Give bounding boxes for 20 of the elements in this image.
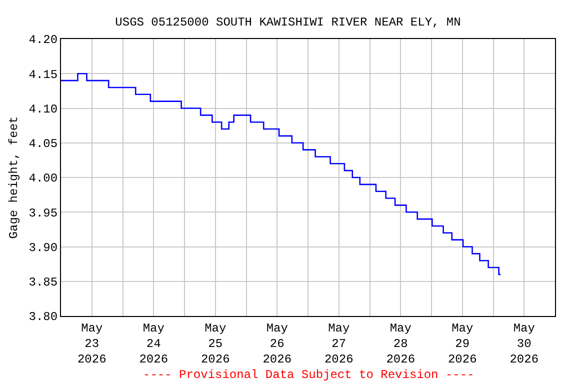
y-tick-label: 3.80 bbox=[28, 310, 58, 324]
y-tick-label: 4.10 bbox=[28, 102, 58, 116]
x-tick-label: May 30 2026 bbox=[510, 321, 539, 367]
y-axis-title: Gage height, feet bbox=[7, 116, 22, 239]
x-tick-label: May 24 2026 bbox=[139, 321, 168, 367]
y-tick-label: 4.15 bbox=[28, 68, 58, 82]
x-tick-label: May 28 2026 bbox=[386, 321, 416, 367]
x-tick-label: May 29 2026 bbox=[448, 321, 477, 367]
y-tick-label: 3.85 bbox=[28, 276, 58, 290]
y-tick-label: 3.90 bbox=[28, 240, 58, 255]
y-tick-label: 4.00 bbox=[28, 172, 58, 186]
x-tick-label: May 27 2026 bbox=[324, 321, 354, 367]
chart-title: USGS 05125000 SOUTH KAWISHIWI RIVER NEAR ELY, MN bbox=[115, 16, 461, 30]
text: ---- Provisional Data Subject to Revision ---- bbox=[143, 368, 474, 382]
y-tick-label: 4.20 bbox=[28, 33, 58, 48]
y-tick-label: 3.95 bbox=[28, 206, 58, 220]
x-tick-label: May 26 2026 bbox=[262, 321, 292, 367]
x-tick-label: May 25 2026 bbox=[200, 321, 230, 367]
x-tick-label: May 23 2026 bbox=[77, 321, 106, 367]
y-tick-label: 4.05 bbox=[28, 137, 58, 152]
